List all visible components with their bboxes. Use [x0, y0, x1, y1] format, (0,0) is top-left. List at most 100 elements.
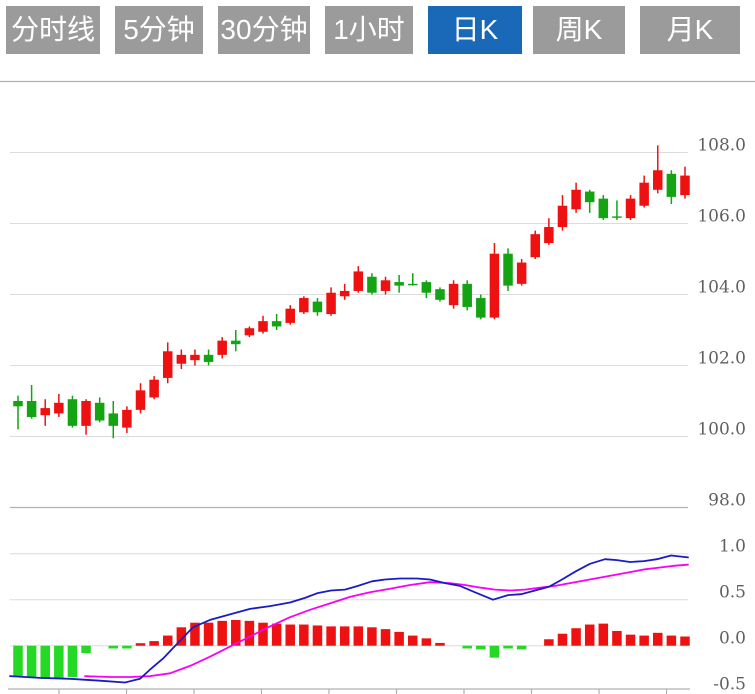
price-tick-label: 104.0	[697, 278, 746, 298]
macd-histogram-bar	[421, 638, 432, 646]
candle-body	[108, 413, 119, 426]
macd-histogram-bar	[258, 622, 268, 646]
grid-layer	[0, 80, 755, 694]
macd-histogram-bar	[516, 645, 527, 650]
candle-body	[407, 283, 418, 286]
macd-histogram-bar	[339, 626, 350, 646]
candle-body	[435, 289, 445, 300]
tab-1-hour[interactable]: 1小时	[325, 6, 413, 54]
macd-histogram-bar	[108, 645, 119, 649]
candle-body	[190, 354, 200, 361]
macd-histogram-bar	[26, 645, 37, 678]
macd-histogram-bar	[557, 633, 568, 646]
candle-body	[530, 234, 541, 258]
macd-histogram-bar	[285, 624, 295, 646]
tab-30-minute[interactable]: 30分钟	[218, 6, 310, 54]
candle-body	[653, 170, 663, 190]
macd-histogram-bar	[299, 624, 309, 646]
macd-histogram-bar	[625, 634, 636, 646]
candle-body	[612, 216, 622, 218]
candle-body	[557, 205, 568, 228]
candle-body	[231, 340, 241, 345]
macd-histogram-bar	[680, 636, 690, 646]
period-tabbar: 分时线 5分钟 30分钟 1小时 日K 周K 月K	[0, 0, 755, 60]
macd-histogram-bar	[571, 628, 581, 646]
tab-5-minute[interactable]: 5分钟	[115, 6, 203, 54]
candle-body	[339, 290, 350, 297]
candle-body	[476, 298, 486, 318]
candle-body	[571, 189, 581, 210]
macd-histogram-bar	[476, 645, 486, 650]
tab-weekly-k[interactable]: 周K	[533, 6, 625, 54]
candle-body	[312, 301, 323, 313]
candle-body	[54, 402, 64, 414]
candle-body	[40, 408, 50, 416]
indicator-tick-label: -0.5	[713, 675, 746, 694]
indicator-tick-label: 0.0	[719, 629, 746, 649]
candle-body	[135, 390, 146, 410]
candle-body	[81, 401, 91, 426]
candle-body	[353, 271, 364, 291]
macd-histogram-bar	[81, 645, 91, 654]
candle-body	[203, 354, 214, 362]
candle-body	[380, 280, 391, 291]
dea-line	[84, 563, 689, 678]
macd-histogram-bar	[653, 632, 663, 646]
macd-histogram-bar	[122, 645, 132, 649]
candle-body	[584, 191, 595, 203]
macd-histogram-bar	[503, 645, 513, 649]
macd-histogram-bar	[489, 645, 500, 658]
macd-histogram-bar	[380, 629, 391, 646]
macd-histogram-bar	[244, 620, 255, 646]
macd-histogram-bar	[435, 642, 445, 646]
candle-body	[13, 401, 23, 407]
candle-body	[176, 354, 187, 364]
macd-layer	[9, 554, 690, 684]
macd-histogram-bar	[312, 625, 323, 646]
macd-histogram-bar	[149, 641, 159, 646]
dif-line	[9, 554, 689, 684]
candle-body	[26, 401, 37, 417]
candle-body	[462, 283, 472, 307]
indicator-tick-label: 1.0	[719, 537, 746, 557]
price-tick-label: 108.0	[697, 136, 746, 156]
candle-body	[544, 227, 554, 244]
macd-histogram-bar	[544, 639, 554, 646]
candle-body	[625, 198, 636, 219]
candle-body	[421, 282, 432, 293]
macd-histogram-bar	[612, 630, 622, 646]
candle-body	[122, 409, 132, 428]
tab-monthly-k[interactable]: 月K	[640, 6, 740, 54]
macd-histogram-bar	[326, 626, 336, 646]
macd-histogram-bar	[135, 643, 146, 646]
candle-body	[271, 321, 282, 327]
macd-histogram-bar	[231, 619, 241, 646]
candle-body	[94, 402, 105, 421]
candle-body	[448, 283, 459, 306]
axis-label-layer: 108.0 106.0 104.0 102.0 100.0 98.0 1.0 0.5 0.0 -0…	[697, 136, 746, 694]
candle-body	[516, 262, 527, 284]
macd-histogram-bar	[176, 627, 187, 646]
candle-body	[367, 276, 377, 293]
macd-histogram-bar	[67, 645, 78, 677]
macd-histogram-bar	[584, 624, 595, 646]
candle-body	[598, 198, 609, 219]
macd-histogram-bar	[162, 635, 173, 646]
macd-histogram-bar	[407, 635, 418, 646]
candle-body	[162, 351, 173, 378]
macd-histogram-bar	[13, 645, 23, 677]
candle-body	[680, 175, 690, 196]
macd-histogram-bar	[203, 622, 214, 646]
candle-body	[258, 321, 268, 332]
candle-body	[639, 182, 649, 206]
macd-histogram-bar	[217, 620, 227, 646]
tab-daily-k[interactable]: 日K	[428, 6, 522, 54]
indicator-tick-label: 0.5	[719, 583, 746, 603]
tab-time-line[interactable]: 分时线	[6, 6, 100, 54]
candle-body	[285, 308, 295, 323]
macd-histogram-bar	[40, 645, 50, 679]
candle-body	[217, 340, 227, 355]
price-tick-label: 100.0	[697, 420, 746, 440]
